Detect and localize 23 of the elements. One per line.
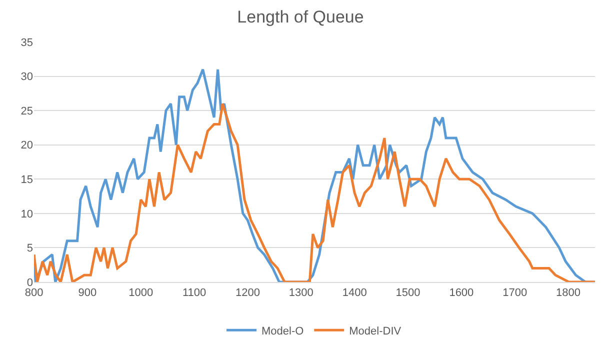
chart-title: Length of Queue: [237, 7, 364, 26]
x-tick-label: 1500: [396, 287, 420, 300]
legend-label: Model-DIV: [349, 325, 402, 338]
x-tick-label: 1000: [128, 287, 154, 300]
y-tick-label: 10: [20, 208, 33, 220]
x-tick-label: 900: [78, 287, 97, 300]
y-tick-label: 35: [20, 36, 33, 49]
legend-label: Model-O: [262, 325, 304, 338]
x-tick-label: 1400: [342, 287, 367, 300]
y-tick-label: 20: [20, 140, 33, 152]
y-tick-label: 15: [20, 174, 33, 186]
x-tick-label: 1300: [288, 287, 314, 300]
x-tick-label: 1600: [449, 287, 474, 300]
x-tick-label: 800: [24, 287, 44, 300]
x-tick-label: 1200: [235, 287, 260, 300]
y-tick-label: 25: [20, 105, 33, 118]
x-tick-label: 1800: [556, 287, 581, 300]
x-tick-label: 1700: [502, 287, 528, 300]
y-tick-label: 30: [20, 71, 33, 84]
x-tick-label: 1100: [182, 287, 206, 300]
line-series: [34, 102, 595, 282]
y-tick-label: 0: [26, 276, 33, 289]
y-tick-label: 5: [26, 242, 33, 255]
